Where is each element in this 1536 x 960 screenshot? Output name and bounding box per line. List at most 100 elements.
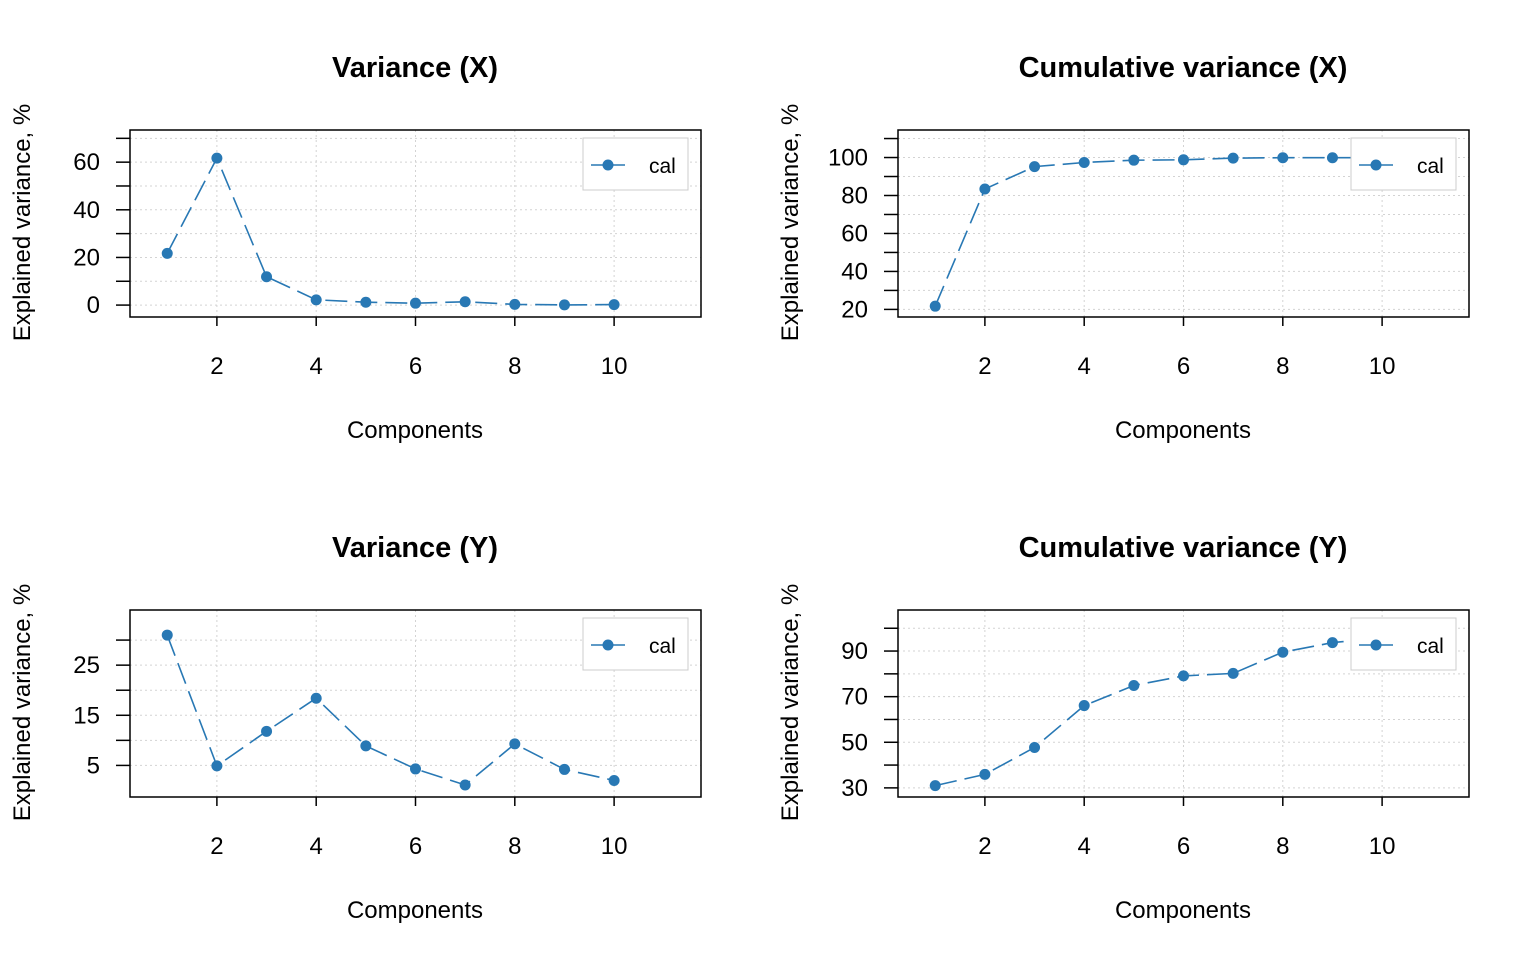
series-line-cal bbox=[166, 634, 615, 786]
y-tick-label: 80 bbox=[841, 182, 868, 209]
x-tick-label: 2 bbox=[210, 833, 223, 860]
legend-marker bbox=[1370, 159, 1382, 171]
data-point bbox=[1078, 700, 1090, 712]
chart-panel-1: 2 4 6 8 10 0 20 40 60 Variance (X) Components Expla… bbox=[9, 52, 702, 444]
x-tick-label: 8 bbox=[508, 353, 521, 380]
legend-label: cal bbox=[649, 635, 676, 658]
data-point bbox=[509, 738, 521, 750]
data-point bbox=[509, 298, 521, 310]
y-tick-label: 20 bbox=[841, 296, 868, 323]
data-point bbox=[161, 629, 173, 641]
y-tick-label: 5 bbox=[87, 752, 100, 779]
data-point bbox=[1326, 637, 1338, 649]
data-point bbox=[558, 299, 570, 311]
x-axis-label: Components bbox=[1115, 417, 1251, 444]
data-point bbox=[211, 760, 223, 772]
legend: cal bbox=[582, 137, 689, 191]
legend: cal bbox=[582, 617, 689, 671]
y-tick-label: 30 bbox=[841, 775, 868, 802]
y-tick-label: 0 bbox=[87, 292, 100, 319]
y-axis-label: Explained variance, % bbox=[9, 104, 36, 341]
series-line-cal bbox=[934, 156, 1383, 307]
data-point bbox=[1029, 742, 1041, 754]
x-tick-label: 2 bbox=[210, 353, 223, 380]
y-tick-label: 60 bbox=[841, 220, 868, 247]
data-point bbox=[360, 296, 372, 308]
x-axis-label: Components bbox=[1115, 897, 1251, 924]
data-point bbox=[261, 725, 273, 737]
chart-title: Cumulative variance (Y) bbox=[1019, 532, 1348, 564]
x-tick-label: 4 bbox=[310, 353, 323, 380]
y-tick-label: 50 bbox=[841, 729, 868, 756]
y-tick-label: 25 bbox=[73, 652, 100, 679]
data-point bbox=[979, 768, 991, 780]
legend-box bbox=[1350, 617, 1457, 671]
data-point bbox=[929, 780, 941, 792]
x-tick-label: 2 bbox=[978, 353, 991, 380]
x-tick-label: 6 bbox=[409, 353, 422, 380]
data-point bbox=[1128, 679, 1140, 691]
y-tick-label: 70 bbox=[841, 684, 868, 711]
data-point bbox=[410, 763, 421, 775]
chart-title: Variance (Y) bbox=[332, 532, 498, 564]
chart-panel-3: 2 4 6 8 10 5 15 25 Variance (Y) Components Explain… bbox=[9, 532, 702, 924]
data-point bbox=[161, 247, 173, 259]
data-point bbox=[211, 152, 223, 164]
data-point bbox=[410, 297, 421, 309]
legend: cal bbox=[1350, 617, 1457, 671]
legend-label: cal bbox=[1417, 155, 1444, 178]
chart-title: Variance (X) bbox=[332, 52, 498, 84]
data-point bbox=[360, 740, 372, 752]
x-tick-label: 8 bbox=[1276, 353, 1289, 380]
data-point bbox=[608, 299, 620, 311]
y-axis-label: Explained variance, % bbox=[777, 584, 804, 821]
data-point bbox=[1277, 152, 1289, 164]
data-point bbox=[1029, 161, 1041, 173]
y-axis-label: Explained variance, % bbox=[9, 584, 36, 821]
data-point bbox=[1178, 154, 1189, 166]
x-tick-label: 4 bbox=[1078, 353, 1091, 380]
chart-title: Cumulative variance (X) bbox=[1019, 52, 1348, 84]
y-tick-label: 15 bbox=[73, 702, 100, 729]
data-point bbox=[1128, 154, 1140, 166]
series-line-cal bbox=[166, 156, 615, 306]
data-point bbox=[261, 271, 273, 283]
y-tick-label: 20 bbox=[73, 244, 100, 271]
x-axis-label: Components bbox=[347, 897, 483, 924]
chart-panel-2: 2 4 6 8 10 20 40 60 80 100 Cumulative variance (X)… bbox=[777, 52, 1470, 444]
y-tick-label: 40 bbox=[73, 197, 100, 224]
data-point bbox=[558, 763, 570, 775]
legend-label: cal bbox=[1417, 635, 1444, 658]
data-point bbox=[608, 774, 620, 786]
legend: cal bbox=[1350, 137, 1457, 191]
data-point bbox=[1277, 646, 1289, 658]
x-axis-label: Components bbox=[347, 417, 483, 444]
data-point bbox=[310, 294, 322, 306]
chart-panel-4: 2 4 6 8 10 30 50 70 90 Cumulative variance (Y) Com… bbox=[777, 532, 1470, 924]
x-tick-label: 4 bbox=[1078, 833, 1091, 860]
y-axis-label: Explained variance, % bbox=[777, 104, 804, 341]
x-tick-label: 8 bbox=[508, 833, 521, 860]
legend-label: cal bbox=[649, 155, 676, 178]
x-tick-label: 6 bbox=[1177, 353, 1190, 380]
x-tick-label: 2 bbox=[978, 833, 991, 860]
legend-box bbox=[582, 617, 689, 671]
x-tick-label: 10 bbox=[601, 833, 628, 860]
x-tick-label: 10 bbox=[601, 353, 628, 380]
legend-marker bbox=[602, 159, 614, 171]
legend-box bbox=[1350, 137, 1457, 191]
x-tick-label: 8 bbox=[1276, 833, 1289, 860]
data-point bbox=[1178, 670, 1189, 682]
y-tick-label: 90 bbox=[841, 638, 868, 665]
legend-marker bbox=[1370, 639, 1382, 651]
data-point bbox=[310, 692, 322, 704]
data-point bbox=[1227, 152, 1239, 164]
y-tick-label: 40 bbox=[841, 258, 868, 285]
data-point bbox=[459, 779, 471, 791]
x-tick-label: 10 bbox=[1369, 353, 1396, 380]
data-point bbox=[979, 183, 991, 195]
x-tick-label: 6 bbox=[409, 833, 422, 860]
legend-marker bbox=[602, 639, 614, 651]
data-point bbox=[1326, 152, 1338, 164]
